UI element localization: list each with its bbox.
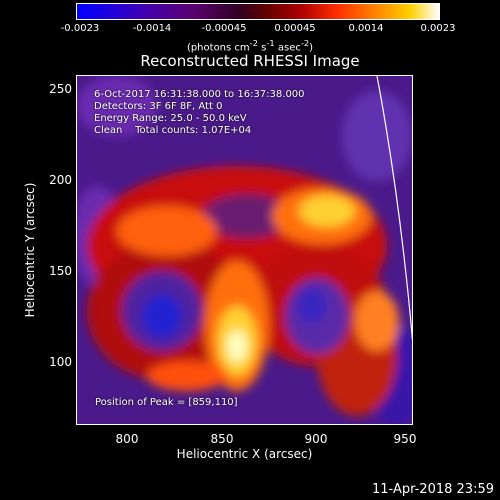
observation-info: 6-Oct-2017 16:31:38.000 to 16:37:38.000 … [94, 89, 305, 137]
generation-timestamp: 11-Apr-2018 23:59 [372, 482, 494, 497]
colorbar-tick: 0.0014 [348, 23, 384, 34]
clean-counts: Clean Total counts: 1.07E+04 [94, 125, 252, 136]
y-tick: 250 [49, 82, 72, 96]
rhessi-image-canvas [77, 76, 412, 424]
y-tick: 200 [49, 173, 72, 187]
x-tick: 900 [304, 432, 328, 446]
x-tick: 800 [115, 432, 139, 446]
detectors: Detectors: 3F 6F 8F, Att 0 [94, 101, 223, 112]
colorbar-units: (photons cm-2 s-1 asec-2) [186, 38, 314, 54]
peak-position: Position of Peak = [859,110] [95, 397, 238, 408]
colorbar-tick: 0.00045 [274, 23, 316, 34]
rhessi-image [76, 75, 413, 425]
energy-range: Energy Range: 25.0 - 50.0 keV [94, 113, 247, 124]
colorbar-tick: 0.0023 [420, 23, 456, 34]
x-tick: 950 [393, 432, 417, 446]
colorbar-tick: -0.0023 [60, 23, 100, 34]
x-axis-label: Heliocentric X (arcsec) [176, 447, 313, 461]
y-axis-label: Heliocentric Y (arcsec) [23, 182, 37, 318]
x-tick: 850 [210, 432, 234, 446]
y-tick: 100 [49, 355, 72, 369]
colorbar [76, 3, 440, 20]
solar-limb-line [376, 76, 412, 342]
emission-blobs [77, 76, 412, 424]
plot-title: Reconstructed RHESSI Image [140, 52, 360, 70]
time-range: 6-Oct-2017 16:31:38.000 to 16:37:38.000 [94, 89, 305, 100]
y-tick: 150 [49, 264, 72, 278]
colorbar-tick: -0.00045 [201, 23, 247, 34]
colorbar-tick: -0.0014 [132, 23, 172, 34]
